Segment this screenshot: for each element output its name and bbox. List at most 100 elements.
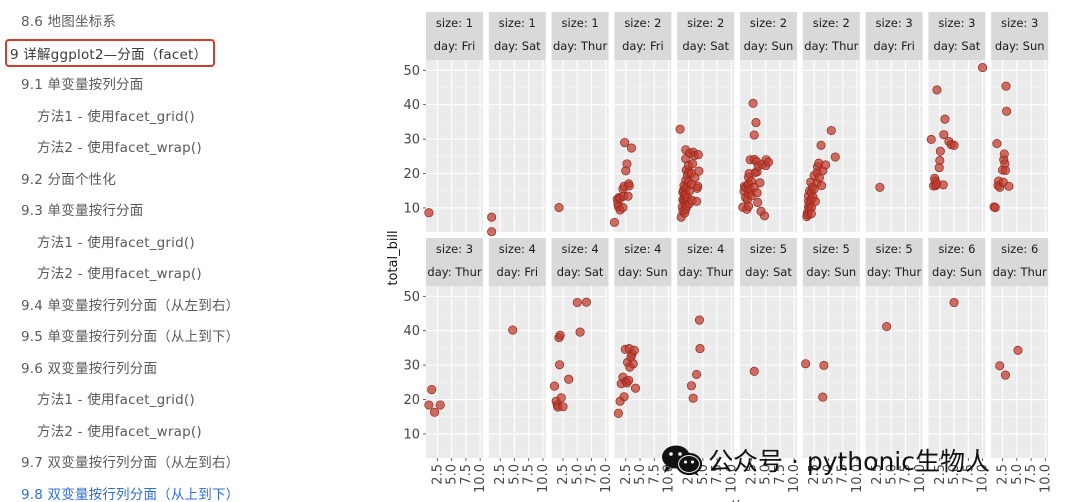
x-tick-label: 10.0 [1038,464,1053,493]
facet-panel-bg [740,286,797,458]
facet-strip-day: day: Sun [995,39,1045,53]
x-tick-label: 2.5 [430,464,445,485]
facet-strip [740,238,797,286]
facet-scatter-chart: size: 1 day: Fri 10 20 30 40 50 size: 1 day: Sat… [380,0,1080,502]
toc-item[interactable]: 方法1 - 使用facet_grid() [37,234,195,251]
toc-item[interactable]: 9.7 双变量按行列分面（从左到右） [21,455,240,471]
scatter-point [1013,345,1023,355]
toc-item[interactable]: 9.5 单变量按行列分面（从上到下） [21,329,240,345]
scatter-point [995,361,1005,371]
scatter-point [692,369,702,379]
y-tick-label: 10 [403,201,420,216]
facet-panel-bg [802,286,860,458]
scatter-point [688,159,698,169]
facet-strip-day: day: Fri [497,265,539,279]
x-tick-label: 10.0 [787,464,802,493]
toc-item[interactable]: 方法1 - 使用facet_grid() [37,392,195,408]
scatter-point [810,196,820,206]
facet-strip [677,238,735,286]
scatter-point [1002,106,1012,116]
toc-item[interactable]: 方法2 - 使用facet_wrap() [37,266,202,282]
x-tick-label: 7.5 [585,464,600,485]
facet-strip [614,238,672,286]
facet-strip-size: size: 1 [436,16,473,30]
toc-item[interactable]: 方法2 - 使用facet_wrap() [37,423,202,440]
x-tick-label: 2.5 [619,464,634,485]
toc-item[interactable]: 9.2 分面个性化 [21,171,117,188]
toc-item[interactable]: 9.4 单变量按行列分面（从左到右） [21,297,240,314]
scatter-point [675,124,685,134]
facet-strip-day: day: Thur [427,265,481,279]
toc-item[interactable]: 9.1 单变量按列分面 [21,77,144,93]
scatter-point [624,375,634,385]
x-tick-label: 2.5 [807,464,822,485]
toc-item[interactable]: 9 详解ggplot2—分面（facet） [5,38,216,67]
facet-strip-size: size: 2 [813,16,850,30]
scatter-point [554,203,564,213]
toc-item[interactable]: 9.8 双变量按行列分面（从上到下） [21,486,240,502]
x-tick-label: 5.0 [947,464,962,485]
y-tick-label: 30 [403,133,420,148]
scatter-point [949,297,959,308]
facet-panel-bg [865,60,923,232]
toc-item[interactable]: 方法1 - 使用facet_grid() [37,108,195,125]
facet-panel-bg [865,286,923,458]
scatter-point [755,178,765,188]
facet-strip [991,238,1049,286]
facet-strip-size: size: 5 [750,242,787,256]
toc-item[interactable]: 9.6 双变量按行列分面 [21,360,158,377]
scatter-point [826,125,836,136]
scatter-point [556,393,566,403]
facet-strip [488,238,546,286]
scatter-point [821,160,831,170]
scatter-point [748,98,758,108]
scatter-point [763,157,774,167]
x-tick-label: 5.0 [1010,464,1025,485]
facet-panel-bg [677,286,735,458]
scatter-point [830,152,840,162]
scatter-point [753,197,763,207]
facet-strip [865,238,923,286]
facet-panel: size: 1 day: Thur [551,12,609,232]
x-tick-label: 7.5 [1024,464,1039,485]
x-tick-label: 10.0 [473,464,488,493]
facet-strip-day: day: Fri [434,39,476,53]
facet-strip-day: day: Sun [932,265,982,279]
toc-item[interactable]: 8.6 地图坐标系 [21,14,117,30]
scatter-point [801,359,811,369]
x-tick-label: 7.5 [459,464,474,485]
facet-strip [488,12,546,60]
x-tick-label: 10.0 [724,464,739,493]
facet-strip-day: day: Fri [873,39,915,53]
scatter-point [752,188,762,198]
toc-item[interactable]: 方法2 - 使用facet_wrap() [37,140,202,156]
x-axis-label: tip [732,499,749,502]
scatter-point [694,166,704,176]
x-tick-label: 2.5 [996,464,1011,485]
facet-strip [865,12,923,60]
scatter-point [690,173,700,183]
facet-strip-size: size: 4 [687,242,724,256]
x-tick-label: 10.0 [850,464,865,493]
facet-strip-size: size: 2 [750,16,787,30]
scatter-point [817,181,827,191]
facet-strip-size: size: 6 [1001,242,1038,256]
facet-panel: size: 4 day: Fri 2.5 5.0 7.5 10.0 [488,238,551,493]
scatter-point [630,383,641,393]
scatter-point [1000,370,1010,380]
facet-strip-day: day: Sun [618,265,668,279]
scatter-point [938,180,948,190]
x-tick-label: 5.0 [445,464,460,485]
facet-strip-size: size: 3 [436,242,473,256]
scatter-point [749,130,759,140]
scatter-point [572,297,582,308]
scatter-point [609,217,619,227]
scatter-point [624,181,634,191]
facet-strip-day: day: Sun [744,39,794,53]
facet-panel-bg [488,286,546,458]
facet-strip [928,238,986,286]
toc-item[interactable]: 9.3 单变量按行分面 [21,203,144,219]
x-tick-label: 2.5 [493,464,508,485]
scatter-point [990,203,1000,213]
